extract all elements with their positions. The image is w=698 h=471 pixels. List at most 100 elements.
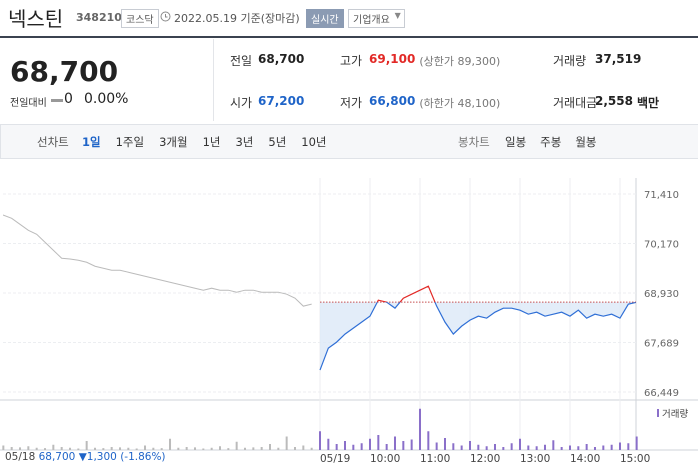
- volume-bar: [319, 431, 321, 450]
- area-group: [320, 302, 636, 371]
- volume-bar: [560, 447, 563, 450]
- tab[interactable]: 1일: [82, 135, 101, 149]
- volume-bar: [19, 447, 22, 450]
- volume-bar: [327, 438, 330, 450]
- volume-bar: [177, 447, 180, 450]
- flat-icon: [51, 99, 63, 102]
- tab[interactable]: 월봉: [575, 135, 597, 149]
- date: 2022.05.19 기준(장마감): [174, 12, 300, 25]
- tab[interactable]: 10년: [301, 135, 327, 149]
- dropdown-arrow: ▼: [394, 11, 401, 20]
- header-rule: [0, 36, 698, 38]
- volume-bar: [527, 445, 530, 450]
- tab[interactable]: 일봉: [505, 135, 527, 149]
- footer-date: 05/18: [5, 451, 36, 463]
- stat-note: 백만: [636, 96, 660, 110]
- volume-bar: [535, 446, 538, 450]
- stat-label: 전일: [230, 54, 253, 68]
- volume-bar: [219, 446, 222, 450]
- volume-bar: [144, 445, 147, 450]
- area: [320, 302, 636, 371]
- volume-bar: [135, 448, 138, 450]
- volume-bar: [85, 441, 88, 450]
- volume-bar: [443, 438, 446, 450]
- volume-bar: [210, 447, 213, 450]
- volume-bar: [102, 448, 105, 450]
- y-tick-label: 70,170: [644, 239, 679, 250]
- x-tick-label: 10:00: [370, 453, 400, 465]
- change-pct: 0.00%: [84, 91, 129, 107]
- volume-bar: [202, 448, 205, 450]
- current-price: 68,700: [10, 55, 119, 88]
- volume-bar: [244, 447, 247, 450]
- volume-bar: [235, 441, 238, 450]
- x-tick-label: 15:00: [620, 453, 650, 465]
- volume-bar: [635, 436, 638, 450]
- volume-bar: [152, 447, 155, 450]
- tab-group-label: 봉차트: [458, 135, 490, 149]
- line-group: [319, 302, 636, 371]
- volume-bar: [460, 445, 463, 450]
- stat-label: 거래대금: [553, 96, 598, 110]
- footer-price: 68,700: [38, 451, 76, 463]
- volume-bar: [385, 444, 388, 450]
- volume-bar: [602, 445, 605, 450]
- tab[interactable]: 1주일: [115, 135, 145, 149]
- volume-bar: [52, 444, 55, 450]
- volume-bar: [335, 444, 338, 450]
- tab[interactable]: 주봉: [540, 135, 562, 149]
- volume-bar: [194, 447, 197, 450]
- company-label: 기업개요: [353, 15, 390, 26]
- volume-bar: [502, 447, 505, 450]
- volume-bar: [418, 408, 421, 450]
- company-button[interactable]: 기업개요 ▼: [348, 9, 405, 28]
- volume-bar: [260, 447, 263, 450]
- volume-bar: [568, 445, 571, 450]
- volume-bar: [10, 447, 13, 450]
- stat-value: 37,519: [595, 52, 642, 66]
- stat-value: 69,100: [369, 52, 416, 66]
- volume-bar: [94, 447, 97, 450]
- stat-note: (하한가 48,100): [419, 97, 501, 110]
- realtime-button[interactable]: 실시간: [306, 9, 344, 28]
- tab-group-label: 선차트: [37, 135, 69, 149]
- tab[interactable]: 1년: [202, 135, 221, 149]
- change-label: 전일대비: [10, 98, 47, 109]
- stat-label: 거래량: [553, 54, 587, 68]
- stat-value: 2,558: [595, 94, 633, 108]
- volume-bar: [27, 446, 30, 450]
- tab[interactable]: 3개월: [159, 135, 188, 149]
- volume-bar: [593, 447, 596, 450]
- line: [319, 302, 636, 371]
- volume-bar: [285, 436, 288, 450]
- stock-name: 넥스틴: [8, 7, 64, 31]
- volume-bar: [110, 447, 113, 450]
- volume-bar: [302, 445, 305, 450]
- tab[interactable]: 5년: [268, 135, 287, 149]
- tab[interactable]: 3년: [235, 135, 254, 149]
- volume-bar: [127, 447, 130, 450]
- volume-bar: [44, 448, 47, 450]
- volume-bar: [352, 444, 355, 450]
- volume-bar: [119, 447, 122, 450]
- volume-bar: [252, 447, 255, 450]
- stat-value: 66,800: [369, 94, 416, 108]
- market-badge: 코스닥: [121, 9, 159, 28]
- y-tick-label: 68,930: [644, 289, 679, 300]
- volume-bar: [435, 442, 438, 450]
- x-tick-label: 14:00: [570, 453, 600, 465]
- stat-note: (상한가 89,300): [419, 55, 501, 68]
- volume-bar: [377, 435, 380, 450]
- x-tick-label: 12:00: [470, 453, 500, 465]
- footer-change-pct: (-1.86%): [120, 451, 166, 463]
- volume-bar: [160, 448, 163, 450]
- volume-bar: [543, 444, 546, 450]
- volume-bar: [277, 447, 280, 450]
- footer: 05/18 68,700 ▼1,300 (-1.86%): [5, 451, 166, 463]
- volume-bar: [60, 447, 63, 450]
- volume-bar: [368, 438, 371, 450]
